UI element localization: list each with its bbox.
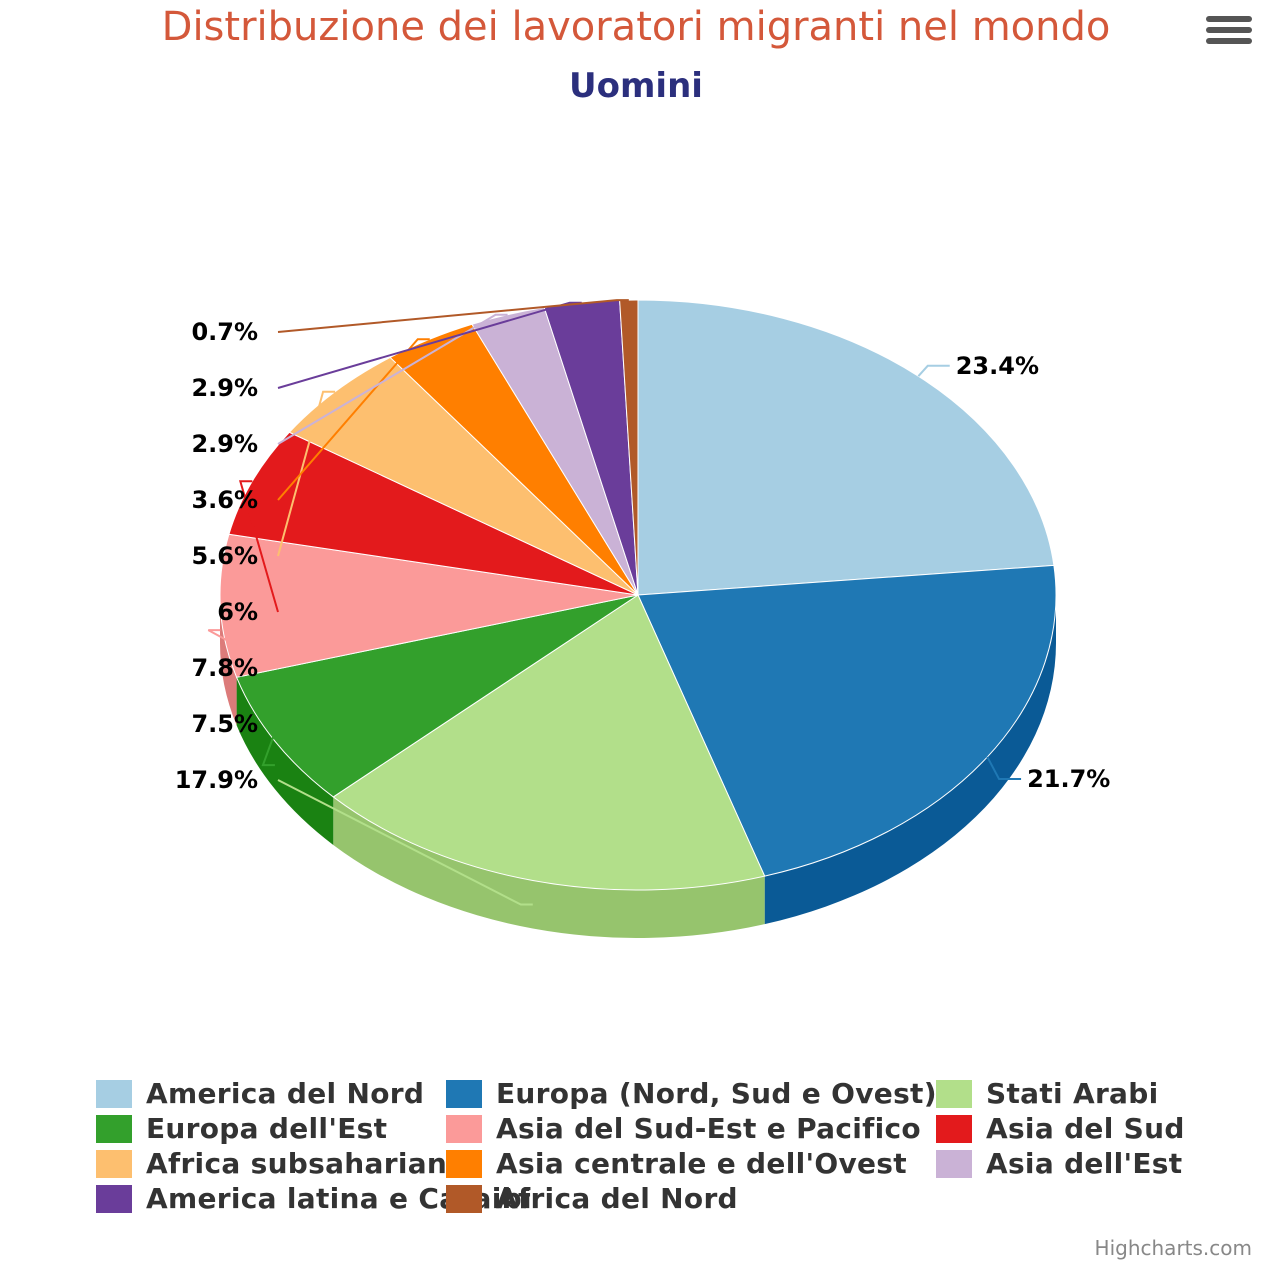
legend-label: Europa (Nord, Sud e Ovest) — [496, 1077, 937, 1110]
legend-item-europa-nord-sud-e-ovest[interactable]: Europa (Nord, Sud e Ovest) — [446, 1077, 937, 1110]
legend-swatch — [96, 1079, 132, 1108]
slice-side-europa-nord-sud-e-ovest — [764, 595, 1056, 925]
legend-swatch — [96, 1114, 132, 1143]
legend-label: Asia del Sud — [986, 1112, 1185, 1145]
connector-asia-del-sud-est-e-pacifico — [207, 629, 279, 669]
connector-asia-centrale-e-dell-ovest — [277, 338, 430, 501]
data-label-africa-subsahariana: 5.6% — [191, 542, 258, 570]
data-label-asia-dell-est: 2.9% — [191, 430, 258, 458]
data-label-america-latina-e-caraibi: 2.9% — [191, 374, 258, 402]
slice-africa-subsahariana[interactable] — [288, 356, 639, 596]
legend-swatch — [936, 1149, 972, 1178]
legend-item-stati-arabi[interactable]: Stati Arabi — [936, 1077, 1159, 1110]
legend-label: America del Nord — [146, 1077, 425, 1110]
credits-link[interactable]: Highcharts.com — [1094, 1236, 1252, 1260]
legend-label: Asia del Sud-Est e Pacifico — [496, 1112, 921, 1145]
slice-stati-arabi[interactable] — [332, 594, 766, 891]
slice-asia-del-sud-est-e-pacifico[interactable] — [219, 533, 639, 678]
legend-row: Africa subsahariana Asia centrale e dell'… — [96, 1146, 1206, 1181]
legend-item-europa-dell-est[interactable]: Europa dell'Est — [96, 1112, 387, 1145]
pie-chart: 23.4% 21.7% 17.9% 7.5% 7.8% 6% 5.6% 3.6% 2.9% 2.9… — [175, 299, 1111, 938]
legend-swatch — [96, 1184, 132, 1213]
legend-item-asia-del-sud-est-e-pacifico[interactable]: Asia del Sud-Est e Pacifico — [446, 1112, 921, 1145]
menu-bar — [1206, 27, 1252, 33]
data-label-connectors — [207, 299, 1022, 906]
legend-item-africa-subsahariana[interactable]: Africa subsahariana — [96, 1147, 466, 1180]
chart-title: Distribuzione dei lavoratori migranti ne… — [161, 4, 1111, 50]
connector-america-latina-e-caraibi — [277, 301, 582, 389]
legend-item-asia-centrale-e-dell-ovest[interactable]: Asia centrale e dell'Ovest — [446, 1147, 907, 1180]
connector-europa-nord-sud-e-ovest — [986, 756, 1022, 781]
data-label-asia-del-sud-est-e-pacifico: 7.8% — [191, 654, 258, 682]
data-label-asia-centrale-e-dell-ovest: 3.6% — [191, 486, 258, 514]
slice-america-del-nord[interactable] — [637, 299, 1055, 596]
legend-row: Europa dell'Est Asia del Sud-Est e Pacifi… — [96, 1111, 1206, 1146]
data-label-europa-nord-sud-e-ovest: 21.7% — [1027, 765, 1110, 793]
connector-america-del-nord — [917, 364, 950, 377]
menu-bar — [1206, 38, 1252, 44]
connector-europa-dell-est — [261, 723, 279, 767]
legend-row: America latina e Caraibi Africa del Nord — [96, 1181, 1206, 1216]
chart-subtitle: Uomini — [569, 66, 703, 106]
slice-side-stati-arabi — [333, 796, 765, 938]
slice-side-europa-dell-est — [236, 677, 334, 845]
legend-label: Asia dell'Est — [986, 1147, 1183, 1180]
legend-swatch — [936, 1079, 972, 1108]
data-label-america-del-nord: 23.4% — [956, 352, 1039, 380]
legend-item-america-del-nord[interactable]: America del Nord — [96, 1077, 424, 1110]
legend-item-asia-del-sud[interactable]: Asia del Sud — [936, 1112, 1185, 1145]
data-labels: 23.4% 21.7% 17.9% 7.5% 7.8% 6% 5.6% 3.6% 2.9% 2.9… — [175, 318, 1111, 794]
pie-slices — [219, 299, 1057, 891]
legend-swatch — [446, 1149, 482, 1178]
connector-africa-subsahariana — [277, 390, 336, 557]
legend-label: Africa del Nord — [496, 1182, 738, 1215]
pie-depth-layer — [220, 595, 1056, 938]
legend-swatch — [446, 1079, 482, 1108]
legend-label: Asia centrale e dell'Ovest — [496, 1147, 907, 1180]
legend-swatch — [446, 1114, 482, 1143]
legend-swatch — [446, 1184, 482, 1213]
legend-item-africa-del-nord[interactable]: Africa del Nord — [446, 1182, 738, 1215]
legend-label: Europa dell'Est — [146, 1112, 388, 1145]
data-label-africa-del-nord: 0.7% — [191, 318, 258, 346]
legend-swatch — [936, 1114, 972, 1143]
hamburger-menu-icon[interactable] — [1206, 16, 1252, 52]
legend-label: Stati Arabi — [986, 1077, 1159, 1110]
connector-asia-del-sud — [238, 480, 279, 613]
connector-africa-del-nord — [277, 299, 629, 333]
data-label-europa-dell-est: 7.5% — [191, 710, 258, 738]
legend-swatch — [96, 1149, 132, 1178]
slice-europa-dell-est[interactable] — [236, 594, 639, 798]
connector-stati-arabi — [277, 779, 533, 906]
legend-item-asia-dell-est[interactable]: Asia dell'Est — [936, 1147, 1182, 1180]
connector-asia-dell-est — [277, 313, 508, 445]
legend-row: America del Nord Europa (Nord, Sud e Oves… — [96, 1076, 1206, 1111]
chart-legend: America del Nord Europa (Nord, Sud e Oves… — [96, 1076, 1206, 1216]
data-label-asia-del-sud: 6% — [217, 598, 258, 626]
slice-side-asia-del-sud-est-e-pacifico — [220, 595, 237, 726]
menu-bar — [1206, 16, 1252, 22]
legend-label: Africa subsahariana — [146, 1147, 467, 1180]
data-label-stati-arabi: 17.9% — [175, 766, 258, 794]
